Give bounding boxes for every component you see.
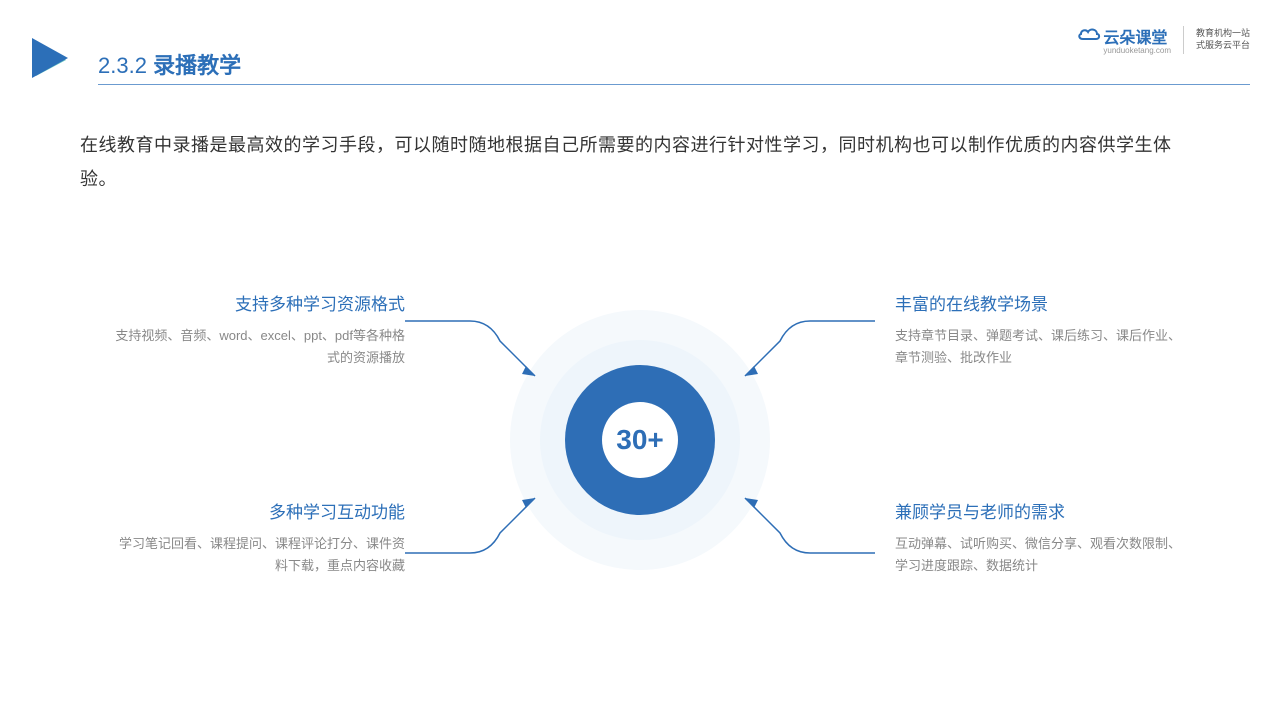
page-title: 2.3.2 录播教学	[98, 48, 241, 80]
feature-bottom-left: 多种学习互动功能 学习笔记回看、课程提问、课程评论打分、课件资料下载，重点内容收…	[115, 498, 405, 577]
center-ring-inner: 30+	[602, 402, 678, 478]
feature-desc: 支持章节目录、弹题考试、课后练习、课后作业、章节测验、批改作业	[895, 325, 1185, 369]
section-title-text: 录播教学	[153, 53, 241, 78]
brand-tagline: 教育机构一站 式服务云平台	[1196, 28, 1250, 51]
feature-bottom-right: 兼顾学员与老师的需求 互动弹幕、试听购买、微信分享、观看次数限制、学习进度跟踪、…	[895, 498, 1185, 577]
feature-desc: 互动弹幕、试听购买、微信分享、观看次数限制、学习进度跟踪、数据统计	[895, 533, 1185, 577]
center-circle: 30+	[510, 310, 770, 570]
intro-text: 在线教育中录播是最高效的学习手段，可以随时随地根据自己所需要的内容进行针对性学习…	[80, 128, 1200, 196]
feature-desc: 支持视频、音频、word、excel、ppt、pdf等各种格式的资源播放	[115, 325, 405, 369]
section-number: 2.3.2	[98, 53, 147, 78]
section-triangle-icon	[30, 36, 78, 89]
brand-domain: yunduoketang.com	[1103, 46, 1171, 55]
feature-title: 多种学习互动功能	[115, 498, 405, 523]
feature-title: 支持多种学习资源格式	[115, 290, 405, 315]
logo-divider	[1183, 26, 1184, 54]
brand-logo: 云朵课堂 yunduoketang.com 教育机构一站 式服务云平台	[1077, 24, 1250, 55]
cloud-icon	[1077, 25, 1101, 48]
header-divider	[98, 84, 1250, 85]
feature-top-left: 支持多种学习资源格式 支持视频、音频、word、excel、ppt、pdf等各种…	[115, 290, 405, 369]
brand-name: 云朵课堂	[1103, 24, 1167, 48]
feature-title: 兼顾学员与老师的需求	[895, 498, 1185, 523]
feature-top-right: 丰富的在线教学场景 支持章节目录、弹题考试、课后练习、课后作业、章节测验、批改作…	[895, 290, 1185, 369]
center-value: 30+	[616, 424, 664, 456]
feature-desc: 学习笔记回看、课程提问、课程评论打分、课件资料下载，重点内容收藏	[115, 533, 405, 577]
feature-diagram: 30+ 支持多种学习资源格式 支持视频、音频、word、excel、ppt、pd…	[0, 250, 1280, 630]
feature-title: 丰富的在线教学场景	[895, 290, 1185, 315]
